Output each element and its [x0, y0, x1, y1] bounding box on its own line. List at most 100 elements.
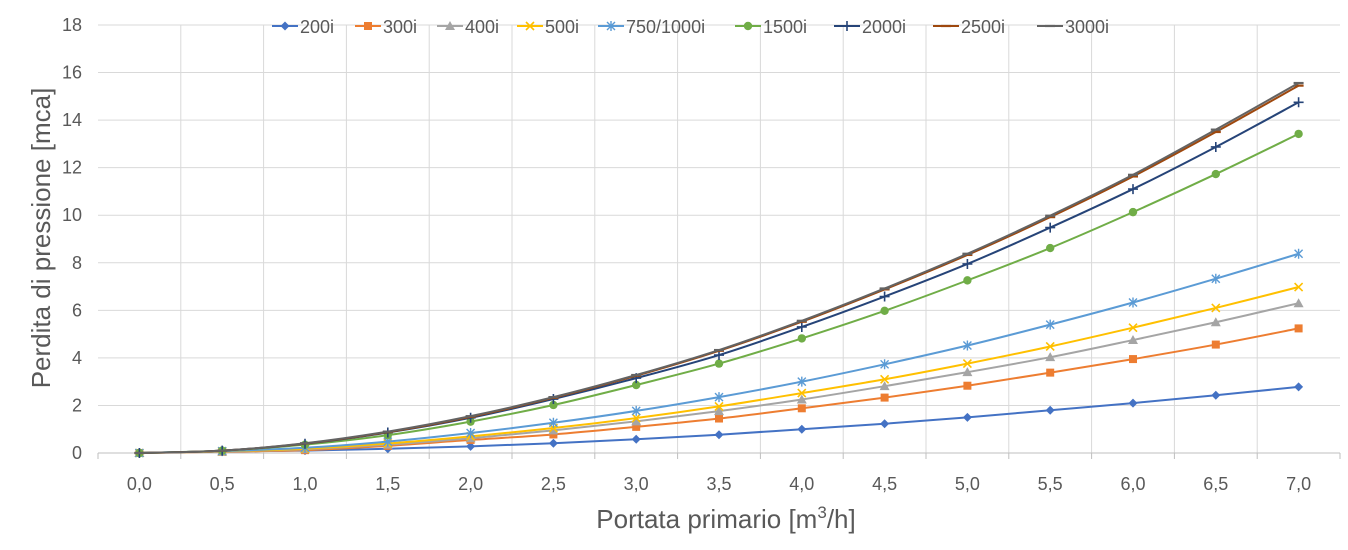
- data-point: [549, 400, 558, 410]
- data-point: [1128, 323, 1138, 333]
- data-point: [880, 306, 889, 316]
- data-point: [631, 434, 641, 444]
- data-point: [1045, 341, 1055, 352]
- x-tick-label: 2,0: [458, 474, 483, 494]
- data-point: [631, 405, 641, 416]
- y-tick-label: 0: [72, 443, 82, 463]
- gridlines: [98, 24, 1340, 453]
- legend-item: 1500i: [735, 17, 807, 37]
- data-point: [743, 21, 753, 31]
- data-point: [1045, 319, 1055, 330]
- data-point: [962, 258, 973, 269]
- y-tick-label: 18: [62, 15, 82, 35]
- data-point: [548, 438, 558, 448]
- x-tick-label: 4,0: [789, 474, 814, 494]
- series-layer: [134, 81, 1304, 458]
- data-point: [714, 392, 724, 403]
- data-point: [632, 380, 641, 390]
- data-point: [525, 21, 535, 31]
- data-point: [606, 21, 616, 31]
- y-axis-title: Perdita di pressione [mca]: [26, 88, 56, 389]
- data-point: [797, 334, 806, 343]
- data-point: [466, 441, 476, 451]
- data-point: [549, 430, 558, 439]
- data-point: [880, 419, 890, 429]
- data-point: [797, 376, 807, 387]
- legend-label: 1500i: [763, 17, 807, 37]
- legend-item: 2000i: [834, 17, 906, 37]
- data-point: [631, 416, 642, 426]
- data-point: [1045, 405, 1055, 415]
- data-point: [1128, 335, 1138, 345]
- x-tick-label: 3,5: [706, 474, 731, 494]
- data-point: [1045, 222, 1056, 233]
- legend: 200i 300i 400i 500i 750/1000i 1500i 2000i 2500i…: [272, 17, 1109, 37]
- legend-item: 400i: [437, 17, 499, 37]
- data-point: [1293, 298, 1304, 308]
- data-point: [962, 340, 972, 351]
- data-point: [1211, 340, 1220, 349]
- y-tick-label: 2: [72, 395, 82, 415]
- data-point: [632, 422, 641, 431]
- x-tick-label: 3,0: [624, 474, 649, 494]
- x-tick-label: 5,5: [1038, 474, 1063, 494]
- x-axis-title: Portata primario [m3/h]: [596, 503, 855, 534]
- x-tick-label: 6,0: [1120, 474, 1145, 494]
- data-point: [1210, 317, 1221, 327]
- data-point: [1046, 368, 1055, 377]
- y-tick-label: 12: [62, 158, 82, 178]
- x-tick-label: 1,0: [292, 474, 317, 494]
- data-point: [714, 359, 724, 368]
- x-tick-label: 1,5: [375, 474, 400, 494]
- legend-label: 2500i: [961, 17, 1005, 37]
- legend-label: 200i: [300, 17, 334, 37]
- data-point: [714, 430, 724, 440]
- data-point: [1211, 390, 1221, 400]
- data-point: [842, 21, 852, 31]
- x-tick-label: 5,0: [955, 474, 980, 494]
- x-tick-label: 2,5: [541, 474, 566, 494]
- data-point: [466, 428, 476, 439]
- x-tick-label: 0,5: [210, 474, 235, 494]
- data-point: [1293, 97, 1304, 108]
- legend-item: 500i: [517, 17, 579, 37]
- data-point: [1294, 248, 1304, 259]
- y-tick-label: 6: [72, 300, 82, 320]
- data-point: [714, 401, 724, 411]
- x-tick-label: 7,0: [1286, 474, 1311, 494]
- data-point: [1294, 382, 1304, 392]
- data-point: [714, 406, 724, 416]
- data-point: [1129, 355, 1137, 364]
- data-point: [880, 393, 889, 402]
- data-point: [796, 321, 807, 332]
- data-point: [963, 276, 972, 285]
- data-point: [1128, 184, 1138, 195]
- y-tick-label: 8: [72, 253, 82, 273]
- legend-label: 3000i: [1065, 17, 1109, 37]
- data-point: [445, 21, 455, 30]
- data-point: [1128, 398, 1138, 408]
- y-tick-label: 16: [62, 63, 82, 83]
- y-tick-label: 10: [62, 205, 82, 225]
- data-point: [364, 22, 372, 30]
- data-point: [548, 425, 559, 435]
- data-point: [1294, 324, 1303, 333]
- data-point: [548, 417, 558, 428]
- legend-label: 400i: [465, 17, 499, 37]
- data-point: [631, 413, 641, 423]
- legend-item: 300i: [355, 17, 417, 37]
- data-point: [1128, 207, 1138, 217]
- data-point: [1294, 129, 1303, 139]
- data-point: [1045, 352, 1056, 362]
- data-point: [797, 388, 807, 398]
- legend-item: 200i: [272, 17, 334, 37]
- data-point: [1128, 297, 1138, 308]
- data-point: [1046, 243, 1055, 253]
- data-point: [1211, 273, 1221, 284]
- data-point: [797, 404, 806, 413]
- legend-label: 300i: [383, 17, 417, 37]
- legend-label: 2000i: [862, 17, 906, 37]
- data-point: [1211, 169, 1221, 179]
